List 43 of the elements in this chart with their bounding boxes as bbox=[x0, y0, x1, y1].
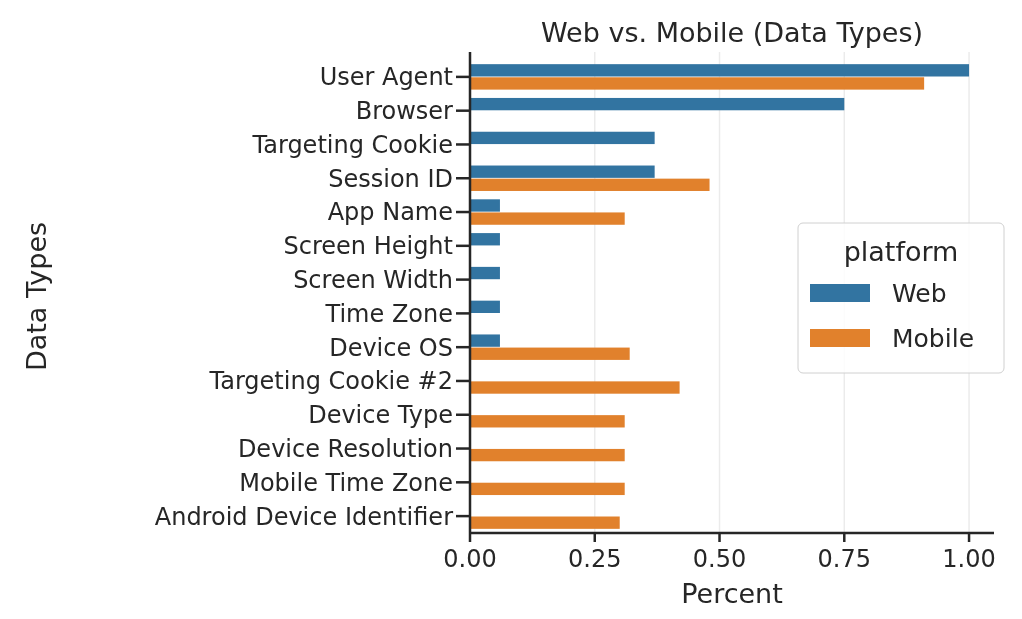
x-tick-label: 0.75 bbox=[817, 545, 871, 573]
bar bbox=[470, 97, 845, 111]
y-tick-label: Device Resolution bbox=[237, 434, 453, 463]
y-tick-label: Targeting Cookie bbox=[251, 130, 453, 159]
bar bbox=[470, 448, 625, 462]
x-axis-title: Percent bbox=[681, 578, 783, 609]
bar bbox=[470, 64, 970, 77]
chart-title: Web vs. Mobile (Data Types) bbox=[540, 17, 924, 48]
y-tick-label: Browser bbox=[355, 97, 454, 126]
x-tick-label: 1.00 bbox=[942, 545, 996, 573]
bar bbox=[470, 178, 710, 191]
bar bbox=[470, 266, 500, 280]
bar bbox=[470, 199, 500, 212]
x-tick-label: 0.50 bbox=[692, 545, 747, 573]
x-tick-label: 0.00 bbox=[443, 545, 497, 573]
bar bbox=[470, 165, 655, 178]
y-tick-label: App Name bbox=[327, 198, 453, 227]
y-tick-label: Android Device Identifier bbox=[154, 502, 454, 531]
bar bbox=[470, 77, 925, 90]
y-tick-label: Screen Width bbox=[293, 266, 453, 295]
y-tick-label: Time Zone bbox=[324, 299, 453, 328]
bar bbox=[470, 131, 655, 145]
y-tick-label: Targeting Cookie #2 bbox=[208, 367, 453, 396]
bar bbox=[470, 347, 630, 360]
y-tick-label: User Agent bbox=[319, 63, 453, 92]
y-tick-label: Screen Height bbox=[283, 232, 453, 261]
bar bbox=[470, 300, 500, 313]
legend-label: Mobile bbox=[892, 323, 975, 353]
bar bbox=[470, 334, 500, 347]
bar bbox=[470, 233, 500, 246]
bar bbox=[470, 212, 625, 225]
legend-title: platform bbox=[843, 236, 959, 267]
legend-label: Web bbox=[892, 278, 947, 308]
y-tick-label: Session ID bbox=[328, 164, 453, 193]
y-tick-label: Device Type bbox=[308, 401, 453, 430]
bar bbox=[470, 415, 625, 428]
y-tick-label: Mobile Time Zone bbox=[239, 468, 453, 497]
y-axis-title: Data Types bbox=[21, 221, 52, 372]
x-tick-label: 0.25 bbox=[568, 545, 622, 573]
bar bbox=[470, 381, 680, 394]
bar bbox=[470, 482, 625, 496]
bar bbox=[470, 516, 620, 529]
y-tick-label: Device OS bbox=[329, 333, 453, 362]
